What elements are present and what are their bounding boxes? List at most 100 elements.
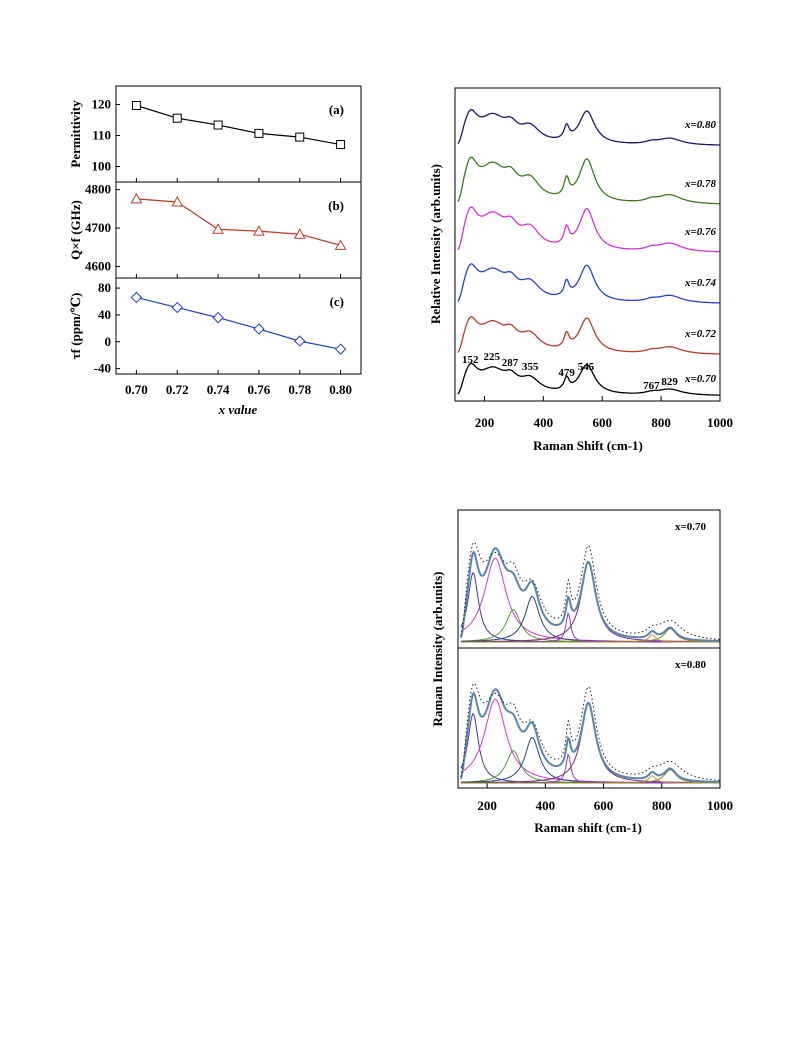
ytick-label-2-3: 80: [98, 280, 111, 295]
fit-component-1-3: [460, 736, 720, 784]
panel-b-label: (b): [328, 198, 344, 213]
peak-label-5: 545: [578, 361, 595, 373]
spectrum-line-5: [457, 362, 720, 396]
ytick-label-1-1: 4700: [85, 220, 111, 235]
left-xtick-label-3: 0.76: [248, 382, 271, 397]
peak-label-2: 287: [502, 357, 519, 369]
data-point-b-3: [253, 225, 265, 236]
ytick-label-1-2: 4800: [85, 182, 111, 197]
fit-component-0-5: [460, 561, 720, 643]
fit-xtick-label-1: 400: [536, 798, 556, 813]
raman-xlabel: Raman Shift (cm-1): [533, 438, 643, 453]
series-label-4: x=0.72: [684, 328, 717, 340]
data-point-c-0: [130, 291, 143, 304]
fit-component-1-5: [460, 702, 720, 784]
raman-xtick-label-1: 400: [534, 415, 554, 430]
panel-c-frame: [115, 277, 362, 375]
fit-component-0-1: [460, 557, 720, 643]
spectrum-line-1: [457, 156, 720, 205]
left-xtick-label-2: 0.74: [207, 382, 230, 397]
peak-label-3: 355: [522, 361, 539, 373]
raman-xtick-label-2: 600: [592, 415, 612, 430]
panel-a-ylabel: Permittivity: [68, 100, 83, 168]
spectrum-line-3: [457, 263, 720, 304]
ytick-label-0-1: 110: [92, 128, 111, 143]
data-point-c-3: [253, 323, 265, 335]
series-line-a: [136, 104, 341, 146]
dielectric-properties-chart: 100 110 120 4600 4700 4800 -40 0 40 80 0.70 0.72 0.7…: [68, 85, 362, 417]
panel-a-label: (a): [329, 102, 344, 117]
left-xtick-label-5: 0.80: [329, 382, 352, 397]
data-point-a-4: [295, 132, 305, 142]
data-point-a-0: [131, 101, 141, 111]
raman-xtick-label-0: 200: [475, 415, 495, 430]
peak-label-7: 829: [661, 376, 678, 388]
data-point-b-0: [130, 192, 143, 204]
fit-ylabel: Raman Intensity (arb.units): [430, 572, 445, 727]
spectrum-line-2: [457, 206, 720, 253]
peak-label-0: 152: [462, 354, 479, 366]
spectrum-line-4: [457, 316, 720, 355]
data-point-c-4: [294, 335, 306, 347]
fit-envelope-0: [459, 547, 720, 642]
data-point-a-5: [336, 140, 346, 150]
data-point-b-5: [334, 239, 347, 250]
panel-c-ylabel: τf (ppm/℃): [68, 293, 83, 360]
left-xtick-label-4: 0.78: [288, 382, 311, 397]
raman-xtick-label-4: 1000: [707, 415, 733, 430]
data-point-a-1: [172, 113, 182, 123]
fit-envelope-1: [459, 688, 720, 783]
fit-bottom-label: x=0.80: [675, 659, 707, 671]
ytick-label-1-0: 4600: [85, 258, 111, 273]
peak-label-6: 767: [643, 380, 660, 392]
fit-observed-0: [460, 541, 720, 640]
ytick-label-0-2: 120: [92, 97, 112, 112]
data-point-c-1: [171, 301, 183, 314]
ytick-label-2-1: 0: [105, 334, 112, 349]
raman-spectra-chart: 200 400 600 800 1000 x=0.80 x=0.78 x=0.76 x=0.74…: [428, 87, 733, 453]
fit-component-0-3: [460, 595, 720, 643]
series-label-1: x=0.78: [684, 178, 717, 190]
ytick-label-2-0: -40: [94, 361, 111, 376]
data-point-a-2: [213, 120, 223, 130]
data-point-b-1: [171, 195, 184, 207]
series-label-3: x=0.74: [684, 277, 717, 289]
raman-xtick-label-3: 800: [651, 415, 671, 430]
left-xlabel: x value: [218, 402, 258, 417]
peak-label-1: 225: [484, 351, 501, 363]
panel-c-label: (c): [330, 294, 344, 309]
fit-top-label: x=0.70: [675, 521, 707, 533]
left-xtick-label-1: 0.72: [166, 382, 189, 397]
data-point-c-5: [334, 343, 347, 355]
ytick-label-0-0: 100: [92, 159, 112, 174]
raman-ylabel: Relative Intensity (arb.units): [428, 164, 443, 324]
data-point-b-4: [293, 228, 306, 239]
series-label-2: x=0.76: [684, 226, 717, 238]
peak-label-4: 479: [558, 367, 575, 379]
raman-fitting-chart: 200 400 600 800 1000 x=0.70 x=0.80 Raman shi…: [430, 509, 733, 835]
fit-component-1-1: [460, 698, 720, 784]
fit-xtick-label-0: 200: [477, 798, 497, 813]
data-point-a-3: [254, 128, 264, 138]
fit-bottom-frame: [457, 647, 721, 789]
fit-xtick-label-4: 1000: [707, 798, 733, 813]
data-point-b-2: [212, 223, 224, 234]
fit-observed-1: [460, 682, 720, 781]
spectrum-line-0: [457, 109, 720, 146]
panel-b-ylabel: Q×f (GHz): [68, 200, 83, 260]
series-line-b: [136, 198, 341, 246]
fit-xtick-label-3: 800: [652, 798, 672, 813]
series-label-5: x=0.70: [684, 373, 717, 385]
raman-frame: [454, 87, 721, 402]
panel-a-frame: [115, 85, 362, 183]
left-xtick-label-0: 0.70: [125, 382, 148, 397]
series-label-0: x=0.80: [684, 119, 717, 131]
data-point-c-2: [212, 311, 224, 324]
ytick-label-2-2: 40: [98, 307, 111, 322]
fit-component-0-0: [460, 572, 720, 643]
fit-xlabel: Raman shift (cm-1): [534, 820, 642, 835]
fit-xtick-label-2: 600: [594, 798, 614, 813]
fit-component-1-0: [460, 713, 720, 784]
series-line-c: [136, 296, 341, 350]
